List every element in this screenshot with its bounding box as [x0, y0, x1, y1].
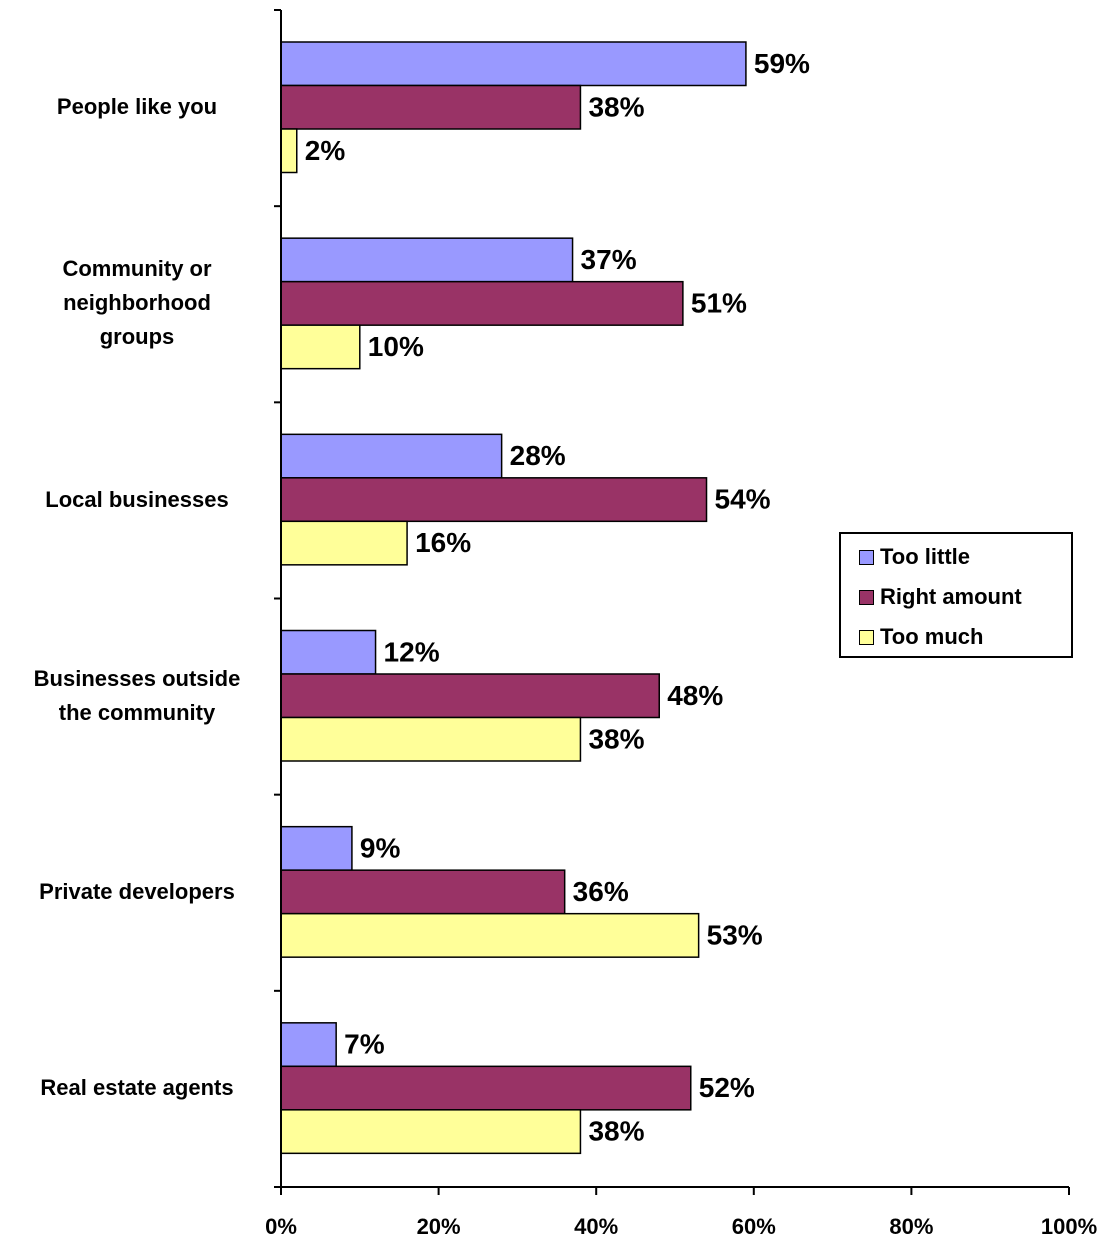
data-label: 28%	[510, 440, 566, 471]
data-label: 52%	[699, 1072, 755, 1103]
x-tick-label: 80%	[889, 1214, 933, 1239]
legend-swatch-too-little	[859, 549, 874, 565]
bar	[280, 477, 708, 523]
data-label: 16%	[415, 527, 471, 558]
x-tick-label: 40%	[574, 1214, 618, 1239]
bar	[280, 84, 582, 130]
data-label: 10%	[368, 331, 424, 362]
data-label: 59%	[754, 48, 810, 79]
x-tick-label: 20%	[417, 1214, 461, 1239]
legend-item-too-little: Too little	[859, 542, 970, 572]
bar	[280, 1109, 582, 1155]
bar	[280, 673, 660, 719]
data-label: 37%	[581, 244, 637, 275]
data-label: 53%	[707, 919, 763, 950]
legend-item-right-amount: Right amount	[859, 582, 1022, 612]
legend-label-too-little: Too little	[880, 544, 971, 569]
data-label: 51%	[691, 287, 747, 318]
category-label: Private developers	[39, 878, 235, 904]
data-label: 48%	[667, 680, 723, 711]
legend: Too little Right amount Too much	[839, 532, 1073, 658]
bar	[280, 128, 298, 174]
x-tick-label: 0%	[265, 1214, 297, 1239]
data-label: 9%	[360, 832, 401, 863]
data-label: 12%	[384, 636, 440, 667]
legend-swatch-too-much	[859, 629, 874, 645]
bar	[280, 912, 700, 958]
bar	[280, 629, 377, 675]
data-label: 38%	[588, 723, 644, 754]
legend-swatch-right-amount	[859, 589, 874, 605]
legend-label-right-amount: Right amount	[880, 584, 1022, 609]
bar	[280, 716, 582, 762]
bar	[280, 324, 361, 370]
bar	[280, 237, 574, 283]
bar	[280, 1022, 337, 1068]
category-label: Local businesses	[45, 486, 229, 512]
data-label: 38%	[588, 91, 644, 122]
bar	[280, 520, 408, 566]
category-label: Businesses outside the community	[33, 665, 241, 725]
category-label: Real estate agents	[40, 1075, 234, 1101]
legend-label-too-much: Too much	[880, 624, 984, 649]
data-label: 2%	[305, 135, 346, 166]
bar	[280, 280, 684, 326]
legend-item-too-much: Too much	[859, 622, 983, 652]
x-tick-label: 60%	[732, 1214, 776, 1239]
bar	[280, 433, 503, 479]
data-label: 38%	[588, 1116, 644, 1147]
category-label: Community or neighborhood groups	[62, 256, 212, 350]
bar	[280, 41, 747, 87]
bar	[280, 825, 353, 871]
data-label: 7%	[344, 1029, 385, 1060]
bar	[280, 869, 566, 915]
x-tick-label: 100%	[1041, 1214, 1097, 1239]
category-label: People like you	[56, 94, 218, 120]
data-label: 36%	[573, 876, 629, 907]
data-label: 54%	[715, 484, 771, 515]
bar	[280, 1065, 692, 1111]
